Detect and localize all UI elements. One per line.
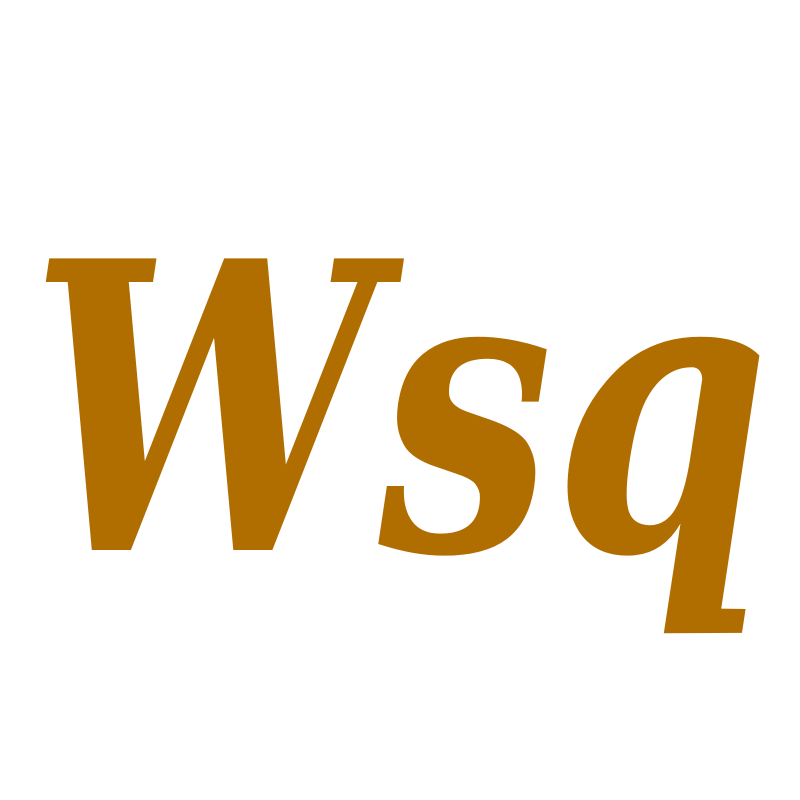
display-text: Wsq xyxy=(30,175,770,645)
